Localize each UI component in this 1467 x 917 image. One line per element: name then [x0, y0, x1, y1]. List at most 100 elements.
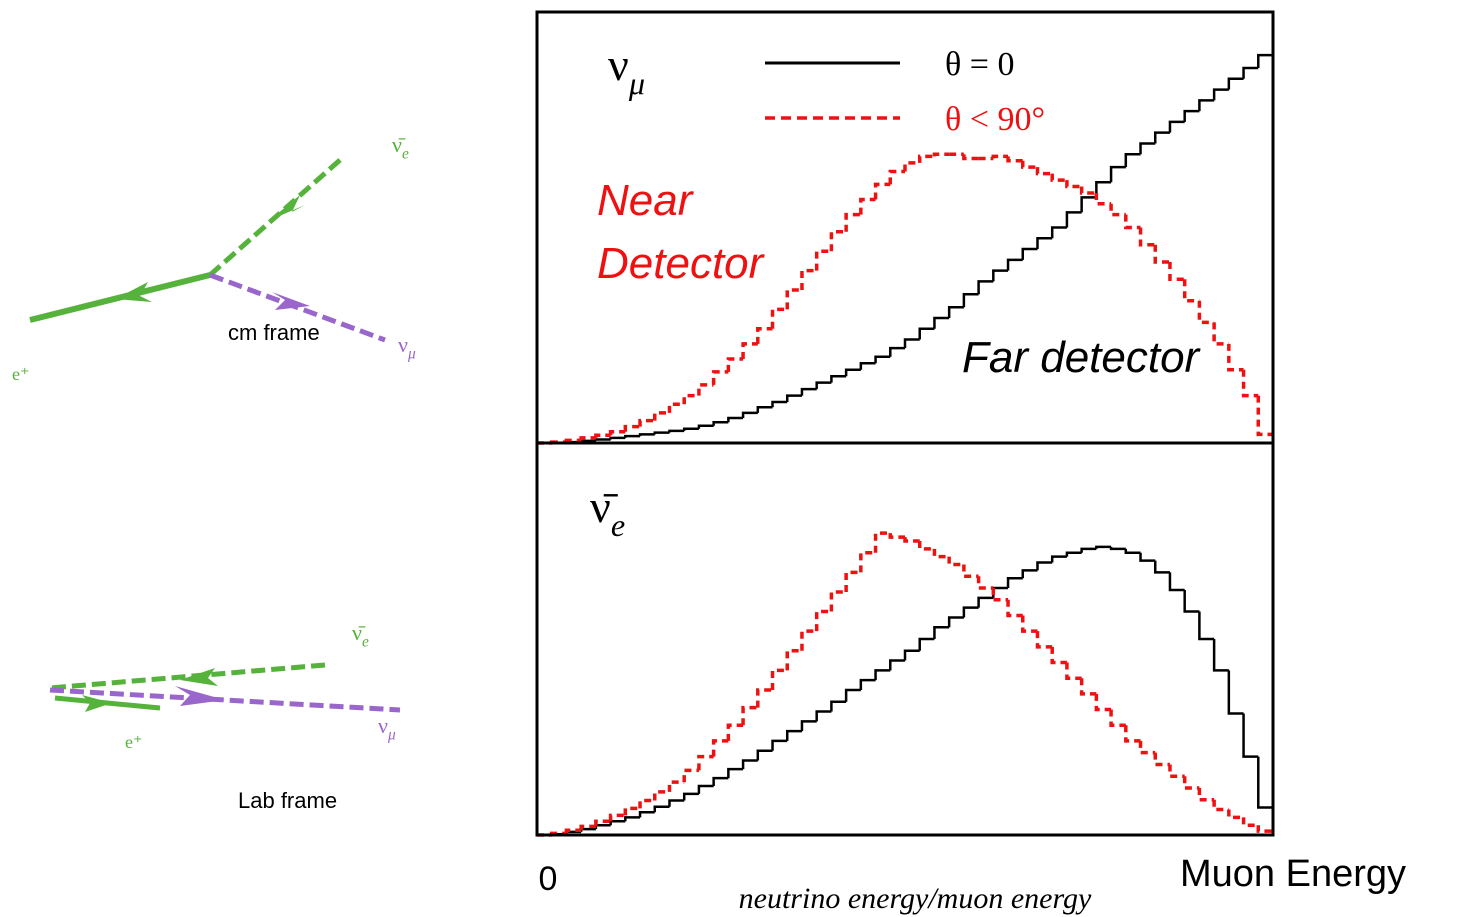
histogram-step	[638, 798, 655, 809]
annotation: Near	[597, 176, 695, 225]
histogram-step	[859, 362, 876, 370]
arrow	[82, 695, 112, 712]
symbol-sub: e	[402, 146, 409, 163]
histogram-step	[874, 669, 891, 681]
histogram-step	[712, 421, 729, 426]
histogram-step	[859, 678, 876, 690]
histogram-step	[697, 754, 714, 771]
arrow	[115, 282, 152, 302]
histogram-step	[1109, 165, 1126, 183]
histogram-step	[962, 564, 979, 579]
histogram-step	[1021, 247, 1038, 260]
histogram-step	[1138, 227, 1156, 247]
histogram-step	[1242, 713, 1259, 758]
histogram-step	[844, 212, 861, 232]
histogram-step	[1153, 560, 1170, 574]
histogram-step	[1256, 395, 1273, 437]
symbol-sub: μ	[387, 727, 396, 744]
histogram-step	[1095, 180, 1112, 198]
histogram-step	[829, 230, 847, 252]
histogram-step	[1065, 211, 1082, 228]
histogram-step	[815, 710, 832, 722]
histogram-step	[992, 269, 1009, 282]
nubar-track	[49, 662, 326, 691]
histogram-step	[741, 342, 758, 359]
histogram-step	[889, 659, 905, 671]
symbol: νμ	[398, 332, 416, 363]
histogram-step	[667, 402, 685, 413]
histogram-step	[1124, 548, 1141, 555]
arrow	[175, 686, 225, 706]
histogram-step	[623, 424, 641, 432]
histogram-step	[859, 197, 876, 215]
symbol-sub: e	[362, 634, 369, 651]
histogram-step	[962, 293, 979, 308]
arrow	[180, 668, 218, 686]
histogram-step	[903, 338, 920, 349]
histogram-step	[1227, 809, 1244, 820]
histogram-step	[1006, 599, 1023, 618]
legend-label: θ = 0	[945, 46, 1014, 83]
numu-track	[209, 272, 386, 343]
histogram-step	[1065, 180, 1082, 189]
histogram-step	[1050, 226, 1067, 239]
histogram-step	[726, 357, 744, 372]
histogram-step	[1168, 764, 1185, 778]
histogram-step	[933, 316, 950, 329]
histogram-step	[1138, 740, 1156, 755]
histogram-step	[1035, 167, 1053, 176]
histogram-step	[991, 154, 1009, 159]
histogram-step	[1080, 547, 1097, 553]
symbol-base: ν	[398, 332, 408, 357]
histogram-step	[873, 531, 891, 553]
histogram-step	[756, 688, 773, 708]
symbol-sub: e	[611, 507, 625, 543]
histogram-step	[1006, 156, 1023, 163]
histogram-step	[771, 400, 788, 408]
histogram-step	[711, 739, 729, 757]
histogram-step	[1227, 77, 1244, 90]
histogram-step	[962, 154, 979, 161]
histogram-step	[711, 370, 729, 385]
histogram-step	[1227, 343, 1244, 372]
histogram-step	[800, 629, 817, 651]
annotation: Far detector	[962, 333, 1202, 382]
histogram-step	[844, 368, 861, 377]
histogram-step	[1095, 545, 1112, 549]
histogram-step	[579, 824, 596, 831]
histogram-step	[829, 590, 847, 612]
histogram-step	[697, 424, 714, 429]
x-tick-label: 0	[539, 860, 558, 898]
histogram-step	[682, 768, 699, 783]
histogram-step	[991, 588, 1009, 602]
histogram-step	[903, 161, 920, 172]
histogram-step	[609, 820, 626, 826]
symbol-sub: μ	[407, 346, 416, 363]
histogram-step	[918, 327, 935, 340]
histogram-step	[1139, 552, 1156, 562]
histogram-step	[1168, 120, 1185, 133]
histogram-step	[668, 799, 685, 807]
histogram-step	[1079, 186, 1097, 195]
histogram-step	[609, 436, 626, 440]
histogram-step	[1168, 572, 1185, 592]
histogram-step	[888, 533, 905, 539]
histogram-step	[947, 556, 964, 567]
histogram-step	[1124, 214, 1141, 230]
histogram-step	[844, 688, 861, 702]
histogram-step	[1227, 670, 1244, 715]
histogram-step	[918, 637, 935, 651]
histogram-step	[1094, 693, 1112, 712]
histogram-step	[830, 374, 847, 383]
histogram-step	[608, 813, 626, 822]
histogram-step	[727, 416, 744, 423]
histogram-step	[800, 720, 817, 732]
histogram-step	[1006, 576, 1023, 589]
histogram-step	[638, 418, 655, 427]
histogram-step	[579, 436, 596, 441]
histogram-step	[1198, 99, 1215, 112]
histogram-step	[697, 383, 714, 396]
histogram-step	[1109, 546, 1126, 551]
histogram-step	[1212, 88, 1229, 101]
histogram-step	[1183, 590, 1200, 613]
